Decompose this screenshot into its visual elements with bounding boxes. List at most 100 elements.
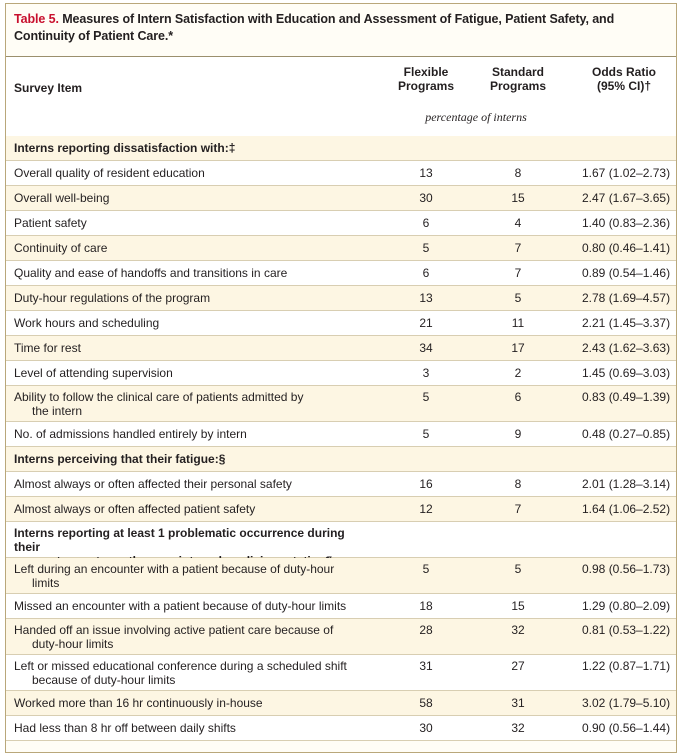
- label-line: Quality and ease of handoffs and transit…: [14, 266, 288, 280]
- flexible-value: 5: [422, 562, 430, 576]
- table-row: Worked more than 16 hr continuously in-h…: [6, 691, 676, 716]
- flexible-value: 3: [422, 366, 430, 380]
- table-header: Survey Item Flexible Programs Standard P…: [6, 56, 676, 137]
- odds-ratio-value: 3.02 (1.79–5.10): [582, 696, 671, 710]
- header-standard-line1: Standard: [491, 65, 544, 79]
- flexible-value: 13: [419, 291, 433, 305]
- survey-item-label: Level of attending supervision: [14, 366, 374, 380]
- header-standard-programs: Standard Programs: [478, 65, 558, 93]
- standard-value: 17: [511, 341, 525, 355]
- flexible-value: 13: [419, 166, 433, 180]
- header-survey-item: Survey Item: [14, 81, 83, 95]
- table-row: Overall well-being 30 15 2.47 (1.67–3.65): [6, 186, 676, 211]
- label-line: Work hours and scheduling: [14, 316, 160, 330]
- odds-ratio-value: 1.67 (1.02–2.73): [582, 166, 671, 180]
- label-line: Almost always or often affected patient …: [14, 502, 256, 516]
- survey-item-label: Patient safety: [14, 216, 374, 230]
- table-row: Left or missed educational conference du…: [6, 655, 676, 691]
- odds-ratio-value: 1.29 (0.80–2.09): [582, 599, 671, 613]
- header-flexible-line2: Programs: [397, 79, 455, 93]
- label-line: duty-hour limits: [32, 637, 114, 651]
- survey-item-label: Overall quality of resident education: [14, 166, 374, 180]
- standard-value: 9: [514, 427, 522, 441]
- label-line: Worked more than 16 hr continuously in-h…: [14, 696, 263, 710]
- survey-item-label: Handed off an issue involving active pat…: [14, 623, 374, 651]
- flexible-value: 58: [419, 696, 433, 710]
- label-line: No. of admissions handled entirely by in…: [14, 427, 247, 441]
- table-row: Handed off an issue involving active pat…: [6, 619, 676, 655]
- odds-ratio-value: 0.80 (0.46–1.41): [582, 241, 671, 255]
- header-flexible-programs: Flexible Programs: [386, 65, 466, 93]
- label-line: Missed an encounter with a patient becau…: [14, 599, 347, 613]
- standard-value: 4: [514, 216, 522, 230]
- survey-item-label: Had less than 8 hr off between daily shi…: [14, 721, 374, 735]
- standard-value: 15: [511, 191, 525, 205]
- label-line: Interns reporting at least 1 problematic…: [14, 526, 345, 554]
- standard-value: 27: [511, 659, 525, 673]
- standard-value: 5: [514, 562, 522, 576]
- survey-item-label: Time for rest: [14, 341, 374, 355]
- standard-value: 7: [514, 241, 522, 255]
- header-odds-line1: Odds Ratio: [591, 65, 656, 79]
- survey-item-label: Work hours and scheduling: [14, 316, 374, 330]
- survey-item-label: Almost always or often affected their pe…: [14, 477, 374, 491]
- flexible-value: 28: [419, 623, 433, 637]
- section-label: Interns perceiving that their fatigue:§: [14, 452, 374, 466]
- odds-ratio-value: 2.01 (1.28–3.14): [582, 477, 671, 491]
- section-header-row: Interns reporting dissatisfaction with:‡: [6, 136, 676, 161]
- standard-value: 15: [511, 599, 525, 613]
- odds-ratio-value: 0.83 (0.49–1.39): [582, 390, 671, 404]
- label-line: Handed off an issue involving active pat…: [14, 623, 334, 637]
- label-line: Level of attending supervision: [14, 366, 173, 380]
- table-row: Duty-hour regulations of the program 13 5 2…: [6, 286, 676, 311]
- odds-ratio-value: 0.90 (0.56–1.44): [582, 721, 671, 735]
- header-odds-line2: (95% CI)†: [596, 79, 652, 93]
- flexible-value: 31: [419, 659, 433, 673]
- table-caption: Measures of Intern Satisfaction with Edu…: [14, 12, 615, 43]
- standard-value: 31: [511, 696, 525, 710]
- table-row: Patient safety 6 4 1.40 (0.83–2.36): [6, 211, 676, 236]
- survey-item-label: Left during an encounter with a patient …: [14, 562, 374, 590]
- label-line: because of duty-hour limits: [32, 673, 176, 687]
- standard-value: 32: [511, 623, 525, 637]
- odds-ratio-value: 1.22 (0.87–1.71): [582, 659, 671, 673]
- odds-ratio-value: 0.81 (0.53–1.22): [582, 623, 671, 637]
- survey-item-label: Ability to follow the clinical care of p…: [14, 390, 374, 418]
- flexible-value: 18: [419, 599, 433, 613]
- header-flexible-line1: Flexible: [403, 65, 449, 79]
- flexible-value: 6: [422, 266, 430, 280]
- table-row: Almost always or often affected patient …: [6, 497, 676, 522]
- table-row: Quality and ease of handoffs and transit…: [6, 261, 676, 286]
- standard-value: 11: [511, 316, 525, 330]
- survey-item-label: Worked more than 16 hr continuously in-h…: [14, 696, 374, 710]
- table-row: Missed an encounter with a patient becau…: [6, 594, 676, 619]
- odds-ratio-value: 1.45 (0.69–3.03): [582, 366, 671, 380]
- survey-item-label: Quality and ease of handoffs and transit…: [14, 266, 374, 280]
- label-line: Ability to follow the clinical care of p…: [14, 390, 304, 404]
- table-frame: Table 5. Measures of Intern Satisfaction…: [5, 3, 677, 753]
- table-row: Work hours and scheduling 21 11 2.21 (1.45–…: [6, 311, 676, 336]
- survey-item-label: Left or missed educational conference du…: [14, 659, 374, 687]
- flexible-value: 21: [419, 316, 433, 330]
- table-row: Ability to follow the clinical care of p…: [6, 386, 676, 422]
- standard-value: 5: [514, 291, 522, 305]
- label-line: Had less than 8 hr off between daily shi…: [14, 721, 236, 735]
- survey-item-label: Overall well-being: [14, 191, 374, 205]
- table-row: No. of admissions handled entirely by in…: [6, 422, 676, 447]
- table-body: Interns reporting dissatisfaction with:‡…: [6, 136, 676, 741]
- flexible-value: 30: [419, 721, 433, 735]
- table-row: Almost always or often affected their pe…: [6, 472, 676, 497]
- standard-value: 8: [514, 477, 522, 491]
- standard-value: 8: [514, 166, 522, 180]
- odds-ratio-value: 2.78 (1.69–4.57): [582, 291, 671, 305]
- flexible-value: 16: [419, 477, 433, 491]
- survey-item-label: Almost always or often affected patient …: [14, 502, 374, 516]
- odds-ratio-value: 1.40 (0.83–2.36): [582, 216, 671, 230]
- table-row: Overall quality of resident education 13 8…: [6, 161, 676, 186]
- table-row: Time for rest 34 17 2.43 (1.62–3.63): [6, 336, 676, 361]
- standard-value: 7: [514, 266, 522, 280]
- odds-ratio-value: 2.21 (1.45–3.37): [582, 316, 671, 330]
- table-row: Had less than 8 hr off between daily shi…: [6, 716, 676, 741]
- label-line: Duty-hour regulations of the program: [14, 291, 211, 305]
- label-line: limits: [32, 576, 60, 590]
